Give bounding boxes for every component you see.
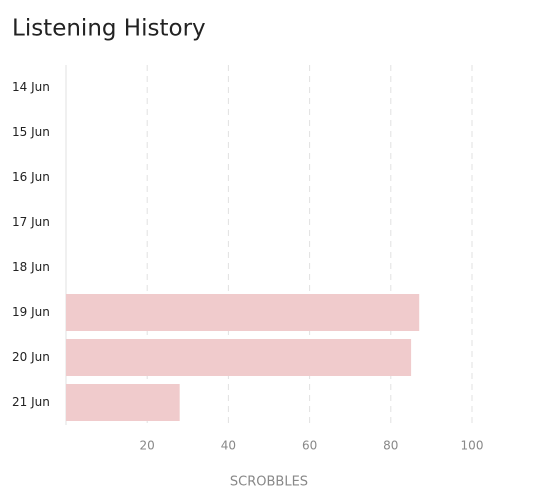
y-tick-label: 18 Jun (12, 260, 50, 274)
x-tick-label: 100 (461, 439, 484, 453)
bar (66, 339, 412, 376)
x-tick-label: 20 (140, 439, 155, 453)
y-tick-label: 14 Jun (12, 80, 50, 94)
bar (66, 384, 180, 421)
x-tick-label: 80 (383, 439, 398, 453)
chart-title: Listening History (12, 16, 206, 42)
y-tick-label: 15 Jun (12, 125, 50, 139)
y-tick-label: 21 Jun (12, 395, 50, 409)
y-tick-label: 16 Jun (12, 170, 50, 184)
bar (66, 294, 420, 331)
x-tick-label: 40 (221, 439, 236, 453)
y-tick-label: 19 Jun (12, 305, 50, 319)
y-tick-label: 20 Jun (12, 350, 50, 364)
y-tick-label: 17 Jun (12, 215, 50, 229)
x-tick-label: 60 (302, 439, 317, 453)
x-axis-label: SCROBBLES (230, 475, 308, 490)
